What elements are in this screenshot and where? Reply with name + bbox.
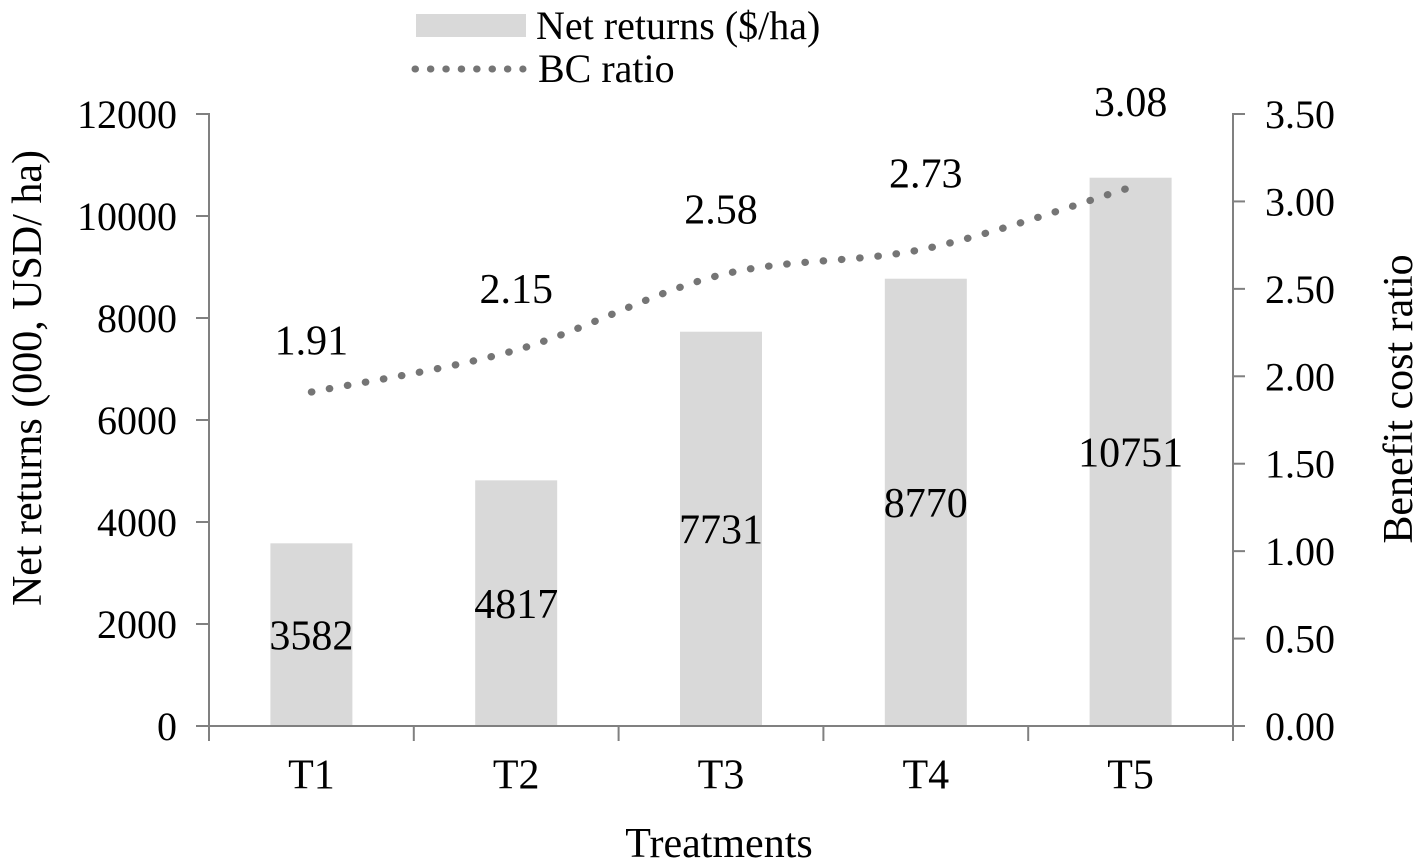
x-category-label-T5: T5 [1107,753,1154,799]
legend-item-bc-ratio: BC ratio [410,45,675,92]
bc-ratio-label-T1: 1.91 [275,319,349,365]
legend-dotted-line-swatch [411,65,527,72]
bc-ratio-label-T2: 2.15 [479,267,553,313]
left-axis-tick-label: 2000 [97,602,177,647]
legend-label-bc-ratio: BC ratio [538,46,675,91]
right-axis-tick-label: 3.50 [1265,92,1335,137]
left-axis-tick-label: 8000 [97,296,177,341]
left-axis-tick-label: 12000 [77,92,177,137]
right-axis-tick-label: 2.50 [1265,267,1335,312]
bar-value-label-T4: 8770 [884,481,968,527]
x-category-label-T3: T3 [698,753,745,799]
bc-ratio-label-T5: 3.08 [1094,80,1168,126]
x-category-label-T1: T1 [288,753,335,799]
bar-value-label-T5: 10751 [1078,431,1183,477]
x-axis-title: Treatments [625,821,813,867]
right-axis-tick-label: 1.00 [1265,529,1335,574]
left-axis-tick-label: 6000 [97,398,177,443]
bar-T1 [270,543,353,726]
bar-T5 [1089,177,1172,727]
left-axis-tick-label: 0 [157,704,177,749]
x-category-label-T4: T4 [902,753,949,799]
x-category-label-T2: T2 [493,753,540,799]
bar-T3 [680,331,762,726]
right-axis-tick-label: 0.50 [1265,617,1335,662]
bar-T2 [475,480,558,726]
legend-label-net-returns: Net returns ($/ha) [536,3,821,48]
bar-value-label-T1: 3582 [269,613,353,659]
right-axis-tick-label: 1.50 [1265,442,1335,487]
left-axis-tick-label: 10000 [77,194,177,239]
bar-value-label-T2: 4817 [474,582,558,628]
right-axis-tick-label: 0.00 [1265,704,1335,749]
left-axis-tick-label: 4000 [97,500,177,545]
bc-ratio-label-T3: 2.58 [684,188,758,234]
bar-value-label-T3: 7731 [679,508,763,554]
bar-T4 [884,278,967,726]
bc-ratio-label-T4: 2.73 [889,151,963,197]
legend-item-net-returns: Net returns ($/ha) [416,2,820,49]
legend-bar-swatch [416,14,526,37]
right-axis-tick-label: 3.00 [1265,179,1335,224]
right-axis-tick-label: 2.00 [1265,354,1335,399]
